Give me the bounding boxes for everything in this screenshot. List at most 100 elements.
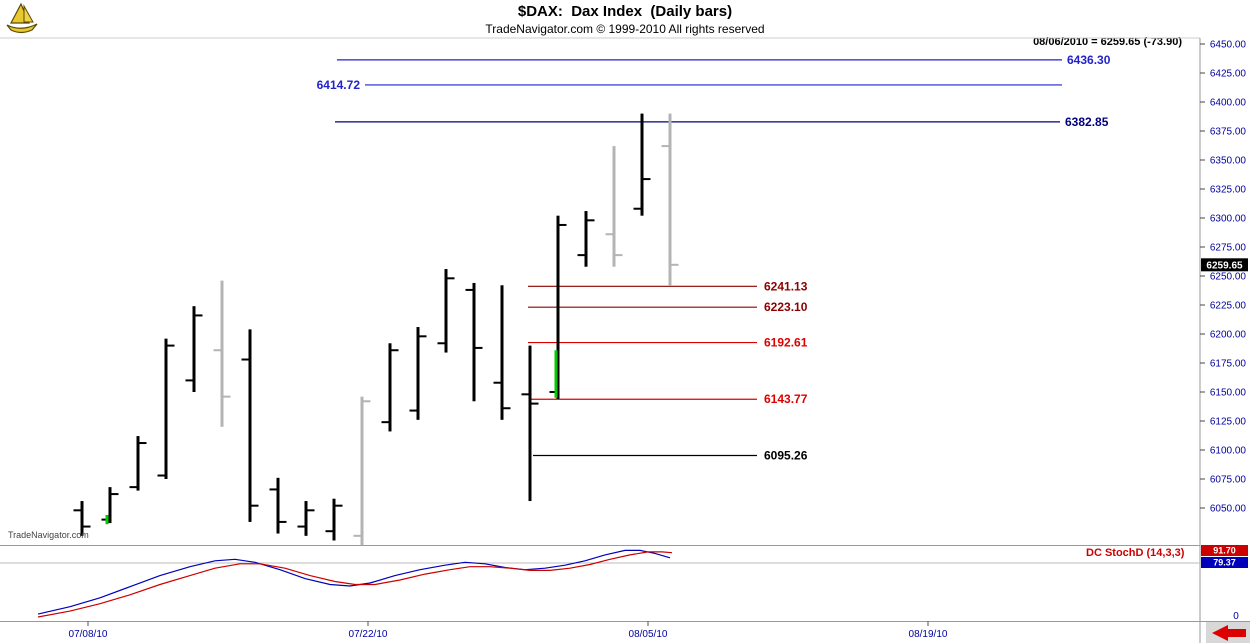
last-price-badge-label: 6259.65 xyxy=(1206,260,1243,271)
price-bar xyxy=(612,146,616,267)
price-bar xyxy=(556,215,560,399)
close-tick xyxy=(446,277,455,280)
level-label: 6382.85 xyxy=(1065,115,1109,129)
y-axis-label: 6450.00 xyxy=(1210,40,1247,51)
x-axis-date-label: 08/05/10 xyxy=(629,629,668,640)
close-tick xyxy=(362,400,371,403)
signal-segment xyxy=(554,350,558,398)
y-axis-label: 6075.00 xyxy=(1210,475,1247,486)
indicator-value-label: 91.70 xyxy=(1213,546,1236,556)
indicator-value-badge xyxy=(1201,545,1248,556)
level-label: 6436.30 xyxy=(1067,53,1111,67)
close-tick xyxy=(250,504,259,507)
close-tick xyxy=(278,520,287,523)
price-bar xyxy=(416,327,420,420)
open-tick xyxy=(605,233,614,236)
open-tick xyxy=(521,393,530,396)
level-label: 6414.72 xyxy=(317,78,361,92)
tradenavigator-logo-icon xyxy=(6,2,38,34)
signal-segment xyxy=(105,514,109,525)
y-axis-label: 6325.00 xyxy=(1210,185,1247,196)
close-tick xyxy=(194,314,203,317)
y-axis-label: 6050.00 xyxy=(1210,504,1247,515)
stoch-red-line xyxy=(37,551,673,618)
open-tick xyxy=(157,474,166,477)
watermark-text: TradeNavigator.com xyxy=(8,530,89,540)
price-bar xyxy=(192,306,196,392)
price-bar xyxy=(80,501,84,536)
y-axis-label: 6100.00 xyxy=(1210,446,1247,457)
close-tick xyxy=(642,178,651,181)
open-tick xyxy=(633,207,642,210)
level-label: 6143.77 xyxy=(764,392,808,406)
close-tick xyxy=(502,407,511,410)
close-tick xyxy=(558,223,567,226)
y-axis-label: 6375.00 xyxy=(1210,127,1247,138)
y-axis-label: 6275.00 xyxy=(1210,243,1247,254)
close-tick xyxy=(418,335,427,338)
price-bar xyxy=(388,343,392,432)
price-bar xyxy=(444,269,448,353)
y-axis-label: 6225.00 xyxy=(1210,301,1247,312)
indicator-value-label: 79.37 xyxy=(1213,558,1236,568)
open-tick xyxy=(577,254,586,257)
close-tick xyxy=(390,349,399,352)
level-label: 6095.26 xyxy=(764,448,808,462)
open-tick xyxy=(129,486,138,489)
price-bar xyxy=(472,282,476,402)
close-tick xyxy=(334,504,343,507)
open-tick xyxy=(325,530,334,533)
open-tick xyxy=(409,409,418,412)
open-tick xyxy=(493,381,502,384)
open-tick xyxy=(549,391,558,393)
y-axis-label: 6350.00 xyxy=(1210,156,1247,167)
price-bar xyxy=(276,477,280,534)
y-axis-label: 6200.00 xyxy=(1210,330,1247,341)
y-axis-label: 6300.00 xyxy=(1210,214,1247,225)
close-tick xyxy=(166,344,175,347)
x-axis-date-label: 07/22/10 xyxy=(349,629,388,640)
last-price-badge xyxy=(1201,258,1248,272)
level-label: 6192.61 xyxy=(764,336,808,350)
close-tick xyxy=(138,442,147,445)
x-axis-date-label: 07/08/10 xyxy=(69,629,108,640)
price-bar xyxy=(108,487,112,524)
scroll-left-arrow-icon[interactable] xyxy=(1212,625,1246,641)
open-tick xyxy=(437,342,446,345)
indicator-name-label: DC StochD (14,3,3) xyxy=(1086,547,1185,559)
close-tick xyxy=(586,219,595,222)
price-bar xyxy=(500,285,504,420)
y-axis-label: 6250.00 xyxy=(1210,272,1247,283)
open-tick xyxy=(661,145,670,148)
y-axis-label: 6150.00 xyxy=(1210,388,1247,399)
x-axis-date-label: 08/19/10 xyxy=(909,629,948,640)
open-tick xyxy=(213,349,222,352)
open-tick xyxy=(269,488,278,491)
chart-title: $DAX: Dax Index (Daily bars) xyxy=(517,3,733,20)
close-tick xyxy=(222,395,231,398)
open-tick xyxy=(73,509,82,512)
chart-subtitle: TradeNavigator.com © 1999-2010 All right… xyxy=(485,22,765,36)
open-tick xyxy=(185,379,194,382)
close-tick xyxy=(474,346,483,349)
price-bar xyxy=(360,396,364,546)
open-tick xyxy=(353,534,362,537)
close-tick xyxy=(306,509,315,512)
close-tick xyxy=(110,493,119,496)
level-label: 6241.13 xyxy=(764,279,808,293)
price-bar xyxy=(248,329,252,522)
open-tick xyxy=(465,288,474,291)
stoch-blue-line xyxy=(37,549,671,615)
level-label: 6223.10 xyxy=(764,300,808,314)
price-bar xyxy=(220,280,224,427)
close-tick xyxy=(670,263,679,266)
close-tick xyxy=(82,525,91,528)
price-bar xyxy=(640,113,644,216)
price-bar xyxy=(136,436,140,491)
last-quote-readout: 08/06/2010 = 6259.65 (-73.90) xyxy=(1033,36,1182,48)
y-axis-label: 6125.00 xyxy=(1210,417,1247,428)
price-bar xyxy=(584,211,588,267)
price-bar xyxy=(668,113,672,286)
price-bar xyxy=(304,501,308,536)
close-tick xyxy=(614,254,623,257)
